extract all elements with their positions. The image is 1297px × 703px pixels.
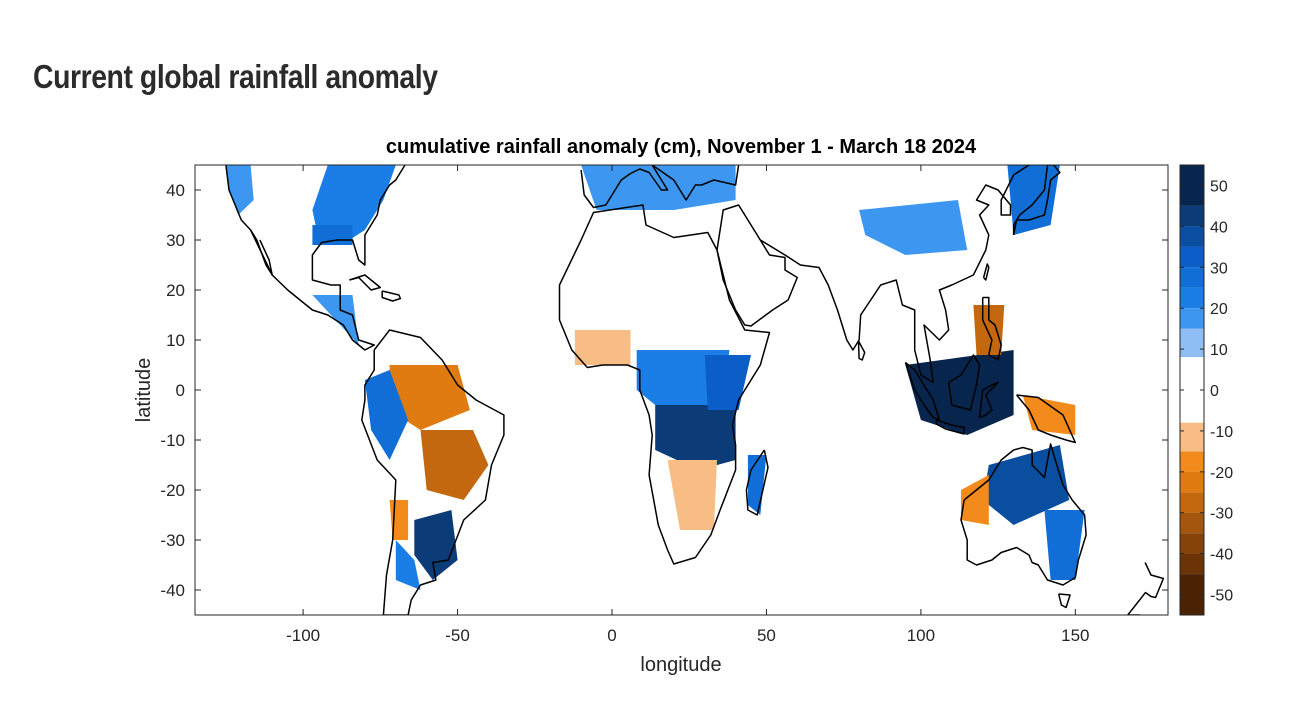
anomaly-region-europe (581, 165, 736, 210)
coastline-taiwan (982, 263, 990, 281)
anomaly-region-japan (1007, 165, 1060, 235)
anomaly-region-western-australia-coast (961, 475, 989, 525)
coastline-layer (225, 165, 1165, 615)
coastline-north-america (225, 165, 406, 351)
page-title: Current global rainfall anomaly (33, 58, 438, 95)
anomaly-region-philippines (973, 305, 1005, 355)
x-tick-label: 100 (907, 626, 935, 645)
colorbar-tick-label: 20 (1210, 301, 1228, 318)
colorbar-bin (1180, 422, 1204, 452)
coastline-sumatra (904, 361, 941, 421)
x-tick-label: 150 (1061, 626, 1089, 645)
colorbar-bin (1180, 267, 1204, 288)
y-tick-label: 40 (166, 181, 185, 200)
coastline-japan (1012, 165, 1061, 236)
colorbar-tick-label: -40 (1210, 547, 1233, 564)
colorbar-bin (1180, 451, 1204, 472)
colorbar-bin (1180, 328, 1204, 358)
anomaly-layer (225, 165, 1085, 590)
anomaly-region-brazil-highlands (420, 430, 489, 500)
anomaly-region-western-north-america (225, 165, 254, 215)
anomaly-region-congo-tanzania (655, 405, 736, 470)
anomaly-region-northern-australia (982, 445, 1070, 525)
y-tick-label: -30 (160, 531, 185, 550)
anomaly-region-east-africa (704, 355, 751, 410)
coastline-java (935, 419, 965, 435)
x-axis-label: longitude (640, 654, 721, 676)
coastline-europe-south (580, 165, 740, 209)
anomaly-region-south-brazil (414, 510, 458, 580)
colorbar-bin (1180, 205, 1204, 227)
coastline-australia (960, 443, 1087, 586)
colorbar-tick-label: -50 (1210, 588, 1233, 605)
y-tick-label: 0 (176, 381, 185, 400)
y-tick-label: -10 (160, 431, 185, 450)
colorbar-bin (1180, 471, 1204, 493)
colorbar-tick-label: 10 (1210, 342, 1228, 359)
x-tick-label: 0 (607, 626, 616, 645)
colorbar-bin (1180, 492, 1204, 513)
colorbar-tick-label: -10 (1210, 424, 1233, 441)
colorbar-bin (1180, 533, 1204, 554)
coastline-new-zealand (1127, 562, 1165, 615)
colorbar-tick-label: 30 (1210, 260, 1228, 277)
x-tick-label: -50 (445, 626, 470, 645)
anomaly-region-eastern-australia (1044, 510, 1085, 580)
colorbar: 50 40 30 20 10 0 -10 -20 -30 -40 -50 (1179, 164, 1233, 616)
colorbar-bin (1180, 287, 1204, 309)
colorbar-tick-label: 40 (1210, 219, 1228, 236)
anomaly-region-southern-africa (667, 460, 717, 530)
colorbar-bin (1180, 246, 1204, 268)
y-tick-label: 30 (166, 231, 185, 250)
y-tick-label: -40 (160, 581, 185, 600)
anomaly-region-tibet-china (859, 200, 968, 255)
anomaly-region-argentina (395, 540, 421, 590)
anomaly-region-central-america (312, 295, 359, 345)
y-tick-label: -20 (160, 481, 185, 500)
x-tick-label: 50 (757, 626, 776, 645)
coastline-tasmania (1057, 593, 1071, 609)
coastline-africa (558, 204, 771, 565)
coastline-south-america (361, 329, 505, 615)
colorbar-bin (1180, 308, 1204, 329)
colorbar-bin (1180, 512, 1204, 534)
colorbar-bin (1180, 226, 1204, 247)
coastline-asia-south (759, 165, 1030, 384)
anomaly-region-eastern-north-america (312, 165, 396, 240)
coastline-sulawesi (978, 381, 999, 419)
coastline-madagascar (745, 449, 769, 516)
anomaly-region-amazon-mixed (364, 370, 409, 460)
anomaly-region-madagascar (747, 455, 767, 515)
colorbar-tick-label: -30 (1210, 506, 1233, 523)
colorbar-tick-label: -20 (1210, 465, 1233, 482)
coastline-cuba (349, 274, 382, 291)
anomaly-region-north-amazon (389, 365, 470, 430)
coastline-hispaniola (381, 290, 402, 302)
coastline-sri-lanka (857, 340, 866, 361)
coastline-new-guinea (1016, 394, 1077, 444)
colorbar-bin (1180, 553, 1204, 575)
y-tick-label: 10 (166, 331, 185, 350)
coastline-baja (249, 229, 273, 276)
anomaly-region-gulf-coast (312, 225, 353, 245)
colorbar-tick-label: 0 (1210, 383, 1219, 400)
coastline-philippines (981, 296, 1002, 361)
y-axis-label: latitude (133, 358, 155, 423)
y-tick-label: 20 (166, 281, 185, 300)
x-tick-label: -100 (286, 626, 320, 645)
coastline-arabia-asia (716, 204, 799, 327)
plot-title: cumulative rainfall anomaly (cm), Novemb… (386, 136, 977, 158)
coastline-borneo (947, 354, 981, 411)
colorbar-tick-label: 50 (1210, 178, 1228, 195)
anomaly-region-west-africa (574, 330, 631, 365)
